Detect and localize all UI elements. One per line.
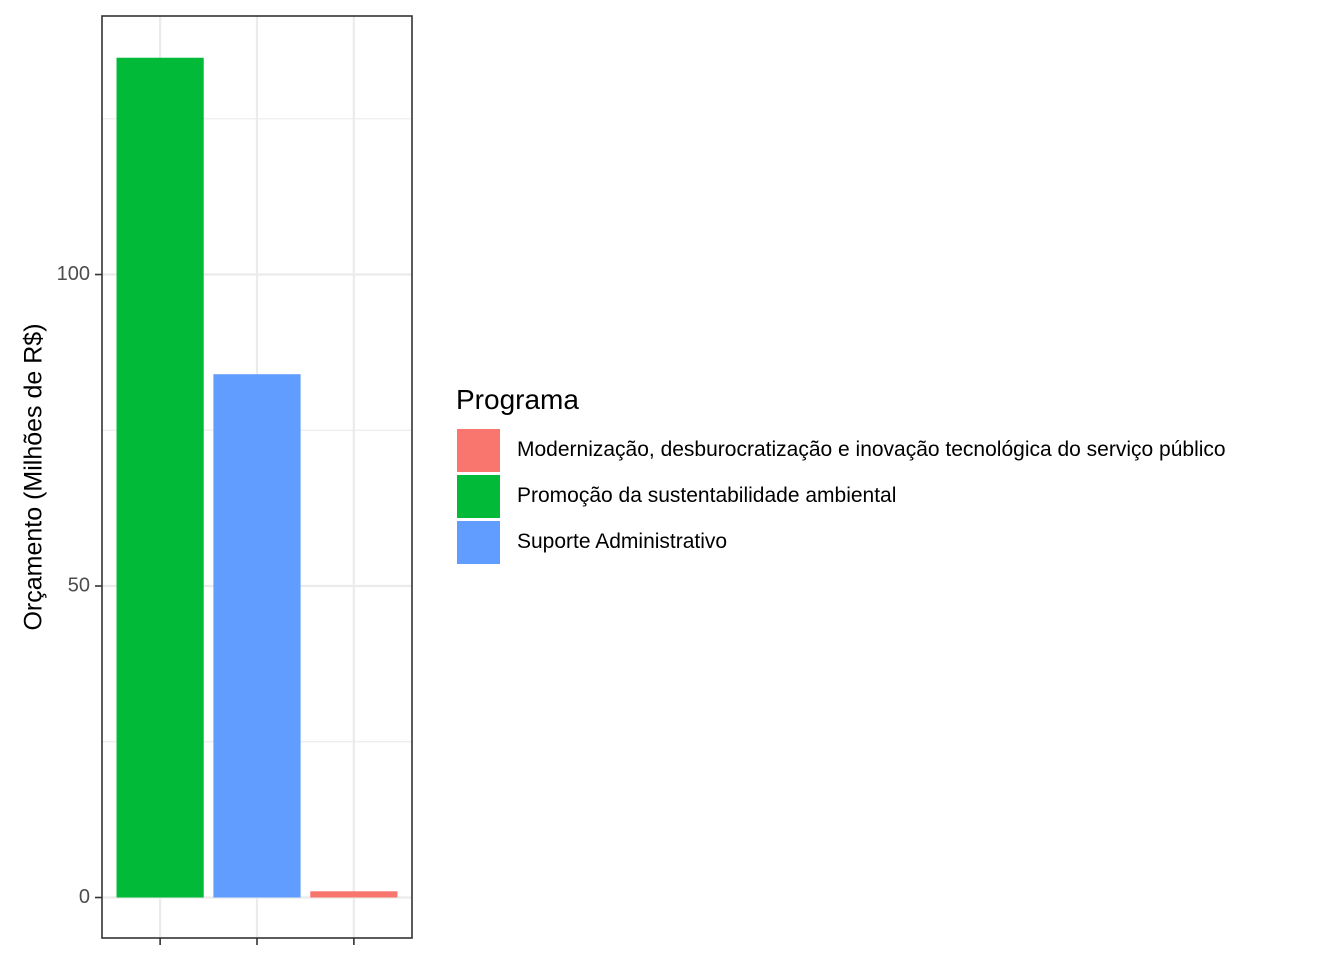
y-tick-label: 0 [79, 886, 90, 908]
legend-label: Promoção da sustentabilidade ambiental [517, 484, 896, 507]
bars [116, 57, 398, 898]
legend-key [457, 475, 500, 518]
axis-ticks: 0 50 100 [57, 263, 355, 945]
y-tick-label: 50 [68, 574, 90, 596]
legend-title: Programa [456, 384, 579, 415]
bar [116, 57, 204, 898]
legend: Modernização, desburocratização e inovaç… [457, 429, 1226, 564]
y-axis-title: Orçamento (Milhões de R$) [20, 323, 48, 630]
y-tick-label: 100 [57, 263, 90, 285]
legend-label: Suporte Administrativo [517, 530, 727, 553]
bar [310, 891, 398, 898]
bar [213, 374, 301, 898]
legend-key [457, 429, 500, 472]
legend-label: Modernização, desburocratização e inovaç… [517, 438, 1226, 461]
legend-key [457, 521, 500, 564]
